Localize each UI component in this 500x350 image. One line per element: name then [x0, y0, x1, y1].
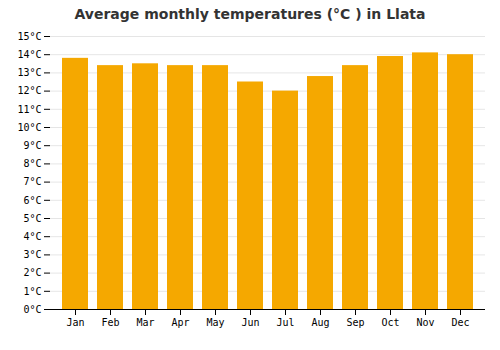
svg-text:Aug: Aug	[311, 317, 329, 328]
svg-text:2°C: 2°C	[23, 267, 41, 278]
svg-text:1°C: 1°C	[23, 286, 41, 297]
svg-text:Nov: Nov	[416, 317, 434, 328]
html-text:Average monthly temperatures (: Average monthly temperatures (°C ) in Ll…	[74, 6, 426, 22]
svg-text:12°C: 12°C	[17, 85, 41, 96]
svg-text:14°C: 14°C	[17, 49, 41, 60]
svg-text:Sep: Sep	[346, 317, 364, 328]
svg-text:10°C: 10°C	[17, 122, 41, 133]
svg-text:11°C: 11°C	[17, 104, 41, 115]
svg-text:13°C: 13°C	[17, 67, 41, 78]
svg-text:8°C: 8°C	[23, 158, 41, 169]
svg-text:Jul: Jul	[276, 317, 294, 328]
svg-text:Jan: Jan	[66, 317, 84, 328]
svg-text:Oct: Oct	[381, 317, 399, 328]
svg-text:0°C: 0°C	[23, 304, 41, 315]
svg-text:Jun: Jun	[241, 317, 259, 328]
svg-text:15°C: 15°C	[17, 31, 41, 42]
svg-text:3°C: 3°C	[23, 249, 41, 260]
svg-text:6°C: 6°C	[23, 195, 41, 206]
svg-text:Mar: Mar	[136, 317, 154, 328]
svg-text:7°C: 7°C	[23, 176, 41, 187]
svg-text:Dec: Dec	[451, 317, 469, 328]
svg-text:5°C: 5°C	[23, 213, 41, 224]
svg-text:Apr: Apr	[171, 317, 189, 328]
svg-text:9°C: 9°C	[23, 140, 41, 151]
svg-text:Feb: Feb	[101, 317, 119, 328]
svg-text:May: May	[206, 317, 224, 328]
svg-text:4°C: 4°C	[23, 231, 41, 242]
